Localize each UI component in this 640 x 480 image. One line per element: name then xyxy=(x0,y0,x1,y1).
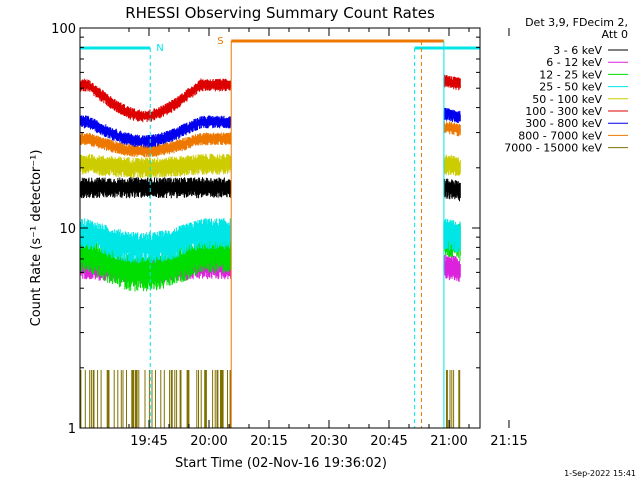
footer-date: 1-Sep-2022 15:41 xyxy=(564,469,636,478)
x-tick-label: 20:45 xyxy=(370,434,407,449)
night-label: N xyxy=(156,43,163,54)
x-axis-label: Start Time (02-Nov-16 19:36:02) xyxy=(175,456,387,471)
y-axis-label: Count Rate (s⁻¹ detector⁻¹) xyxy=(29,150,44,327)
series-7000-15000-kev-0 xyxy=(80,370,232,428)
legend-label: 25 - 50 keV xyxy=(539,81,602,94)
x-tick-label: 21:00 xyxy=(430,434,467,449)
series-50-100kev-0 xyxy=(79,153,232,179)
legend-label: 100 - 300 keV xyxy=(525,105,602,118)
series-7000-15000-kev-1 xyxy=(446,370,461,428)
x-tick-label: 20:30 xyxy=(310,434,347,449)
legend-label: 800 - 7000 keV xyxy=(518,129,602,142)
series-300-800kev-1 xyxy=(443,107,461,124)
legend-label: 7000 - 15000 keV xyxy=(504,142,602,155)
x-tick-label: 20:15 xyxy=(250,434,287,449)
legend-header-line2: Att 0 xyxy=(602,28,628,41)
series-25-50kev-1 xyxy=(443,218,461,253)
y-tick-label: 10 xyxy=(59,222,76,237)
y-tick-label: 1 xyxy=(68,422,76,437)
x-tick-label: 20:00 xyxy=(190,434,227,449)
x-tick-label: 21:15 xyxy=(490,434,527,449)
series-100-300kev-1 xyxy=(443,74,461,91)
chart-title: RHESSI Observing Summary Count Rates xyxy=(125,4,435,22)
plot-frame xyxy=(79,27,481,429)
series-6-12kev-1 xyxy=(443,254,461,282)
legend-header-line1: Det 3,9, FDecim 2, xyxy=(525,16,628,29)
legend-label: 6 - 12 keV xyxy=(546,56,602,69)
x-tick-label: 19:45 xyxy=(130,434,167,449)
series-3-6kev-0 xyxy=(79,177,232,199)
y-tick-label: 100 xyxy=(51,22,76,37)
series-3-6kev-1 xyxy=(443,178,461,202)
legend-label: 3 - 6 keV xyxy=(553,44,602,57)
legend-label: 12 - 25 keV xyxy=(539,68,602,81)
series-50-100kev-1 xyxy=(443,154,461,177)
legend-label: 300 - 800 keV xyxy=(525,117,602,130)
saa-label: S xyxy=(217,36,223,47)
legend-label: 50 - 100 keV xyxy=(532,93,602,106)
